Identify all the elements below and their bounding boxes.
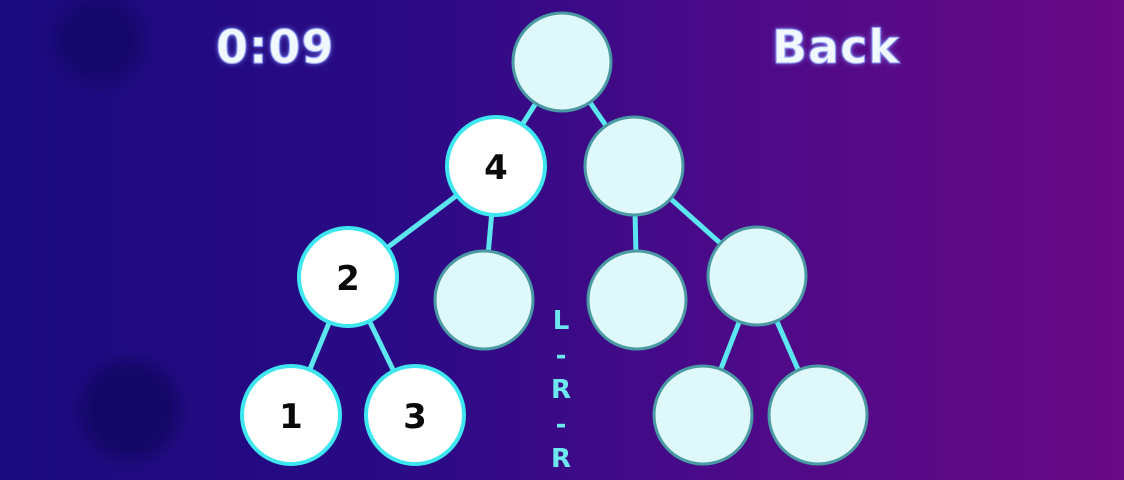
path-hint-step: R xyxy=(550,375,572,405)
tree-node-ll[interactable]: 2 xyxy=(297,226,399,328)
path-hint-step: R xyxy=(550,444,572,474)
tree-node-r[interactable] xyxy=(583,115,685,217)
node-value: 2 xyxy=(336,259,360,299)
tree-node-lr[interactable] xyxy=(433,249,535,351)
node-value: 4 xyxy=(484,148,508,188)
path-hint-separator: - xyxy=(555,409,567,440)
tree-node-rl[interactable] xyxy=(586,249,688,351)
timer: 0:09 xyxy=(215,20,335,75)
tree-node-llr[interactable]: 3 xyxy=(364,364,466,466)
tree-node-rr[interactable] xyxy=(706,225,808,327)
node-value: 1 xyxy=(279,397,303,437)
path-hint-separator: - xyxy=(555,340,567,371)
path-hint: L - R - R xyxy=(546,304,576,477)
tree-node-rrl[interactable] xyxy=(652,364,754,466)
tree-node-rrr[interactable] xyxy=(767,364,869,466)
tree-node-lll[interactable]: 1 xyxy=(240,364,342,466)
back-button[interactable]: Back xyxy=(772,20,900,75)
tree-node-l[interactable]: 4 xyxy=(445,115,547,217)
path-hint-step: L xyxy=(552,306,570,336)
tree-node-root[interactable] xyxy=(511,11,613,113)
node-value: 3 xyxy=(403,397,427,437)
